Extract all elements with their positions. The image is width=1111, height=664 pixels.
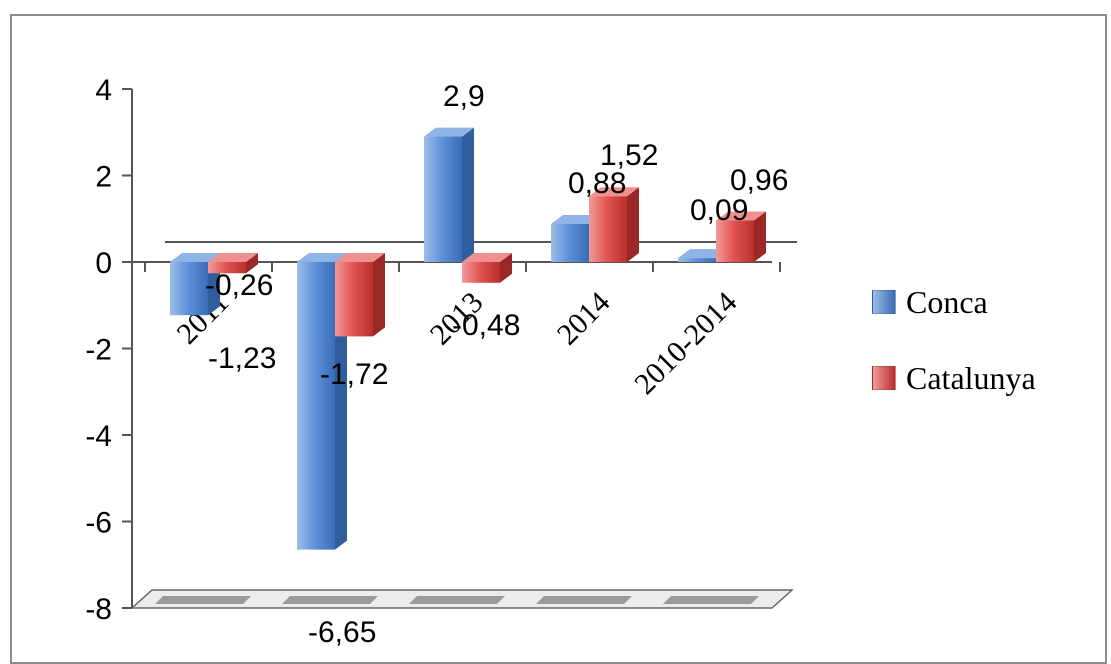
chart-frame xyxy=(10,14,1107,664)
chart-floor xyxy=(130,589,794,609)
bar-conca-2 xyxy=(424,127,474,262)
data-label-conca-1: -6,65 xyxy=(308,616,376,649)
bar-catalunya-1-front xyxy=(335,262,373,337)
bar-catalunya-1-top xyxy=(335,253,385,262)
bars xyxy=(170,127,766,550)
bar-conca-1-front xyxy=(297,262,335,550)
bar-conca-3-top xyxy=(551,214,601,224)
data-label-conca-3: 0,88 xyxy=(568,167,626,200)
data-label-catalunya-4: 0,96 xyxy=(730,164,788,197)
x-tick-label-4: 2010-2014 xyxy=(628,286,743,401)
y-tick-label-0: 4 xyxy=(95,74,112,107)
bar-catalunya-2 xyxy=(462,253,512,283)
y-tick-label-6: -8 xyxy=(85,593,112,626)
bar-catalunya-2-front xyxy=(462,262,500,283)
bar-catalunya-4-top xyxy=(716,211,766,221)
bar-catalunya-3 xyxy=(589,187,639,262)
bar-catalunya-3-front xyxy=(589,196,627,262)
bar-conca-2-top xyxy=(424,127,474,137)
bar-catalunya-0-side xyxy=(246,253,258,274)
bar-catalunya-0 xyxy=(208,253,258,274)
data-label-catalunya-3: 1,52 xyxy=(600,139,658,172)
floor-shadow-1 xyxy=(282,596,378,604)
data-label-conca-0: -1,23 xyxy=(208,342,276,375)
bar-conca-3-front xyxy=(551,223,589,262)
y-tick-label-4: -4 xyxy=(85,420,112,453)
data-label-catalunya-2: -0,48 xyxy=(452,309,520,342)
bar-catalunya-0-top xyxy=(208,253,258,262)
legend-swatch-conca xyxy=(872,290,896,314)
legend: Conca Catalunya xyxy=(872,282,1036,434)
bar-catalunya-3-top xyxy=(589,187,639,197)
legend-swatch-catalunya xyxy=(872,366,896,390)
y-tick-label-3: -2 xyxy=(85,334,112,367)
floor-shadow-3 xyxy=(536,596,632,604)
legend-item-catalunya: Catalunya xyxy=(872,358,1036,398)
bar-conca-0-front xyxy=(170,262,208,316)
floor-shadow-4 xyxy=(663,596,759,604)
floor-shadow-2 xyxy=(409,596,505,604)
bar-catalunya-1-side xyxy=(373,253,385,337)
bar-conca-2-side xyxy=(462,127,474,262)
bar-conca-0-top xyxy=(170,253,220,262)
data-label-conca-4: 0,09 xyxy=(690,194,748,227)
data-labels: -1,23 -0,26 -6,65 -1,72 2,9 -0,48 0,881,52 0,09… xyxy=(205,80,788,649)
y-tick-label-1: 2 xyxy=(95,161,112,194)
bar-conca-1-top xyxy=(297,253,347,262)
bar-conca-4-top xyxy=(678,249,728,259)
bar-catalunya-2-top xyxy=(462,253,512,262)
bar-catalunya-4-front xyxy=(716,220,754,262)
bar-catalunya-1 xyxy=(335,253,385,337)
y-tick-label-5: -6 xyxy=(85,507,112,540)
bar-conca-4-front xyxy=(678,258,716,262)
legend-label-conca: Conca xyxy=(906,283,988,320)
data-label-catalunya-0: -0,26 xyxy=(205,269,273,302)
bar-catalunya-4-side xyxy=(754,211,766,262)
bar-catalunya-3-side xyxy=(627,187,639,262)
data-label-catalunya-1: -1,72 xyxy=(320,358,388,391)
legend-item-conca: Conca xyxy=(872,282,1036,322)
x-tick-label-3: 2014 xyxy=(551,286,617,352)
bar-catalunya-4 xyxy=(716,211,766,262)
bar-catalunya-0-front xyxy=(208,262,246,274)
floor-shadow-0 xyxy=(155,596,251,604)
data-label-conca-2: 2,9 xyxy=(443,80,485,113)
y-tick-label-2: 0 xyxy=(95,247,112,280)
bar-conca-2-front xyxy=(424,136,462,262)
legend-label-catalunya: Catalunya xyxy=(906,359,1036,396)
bar-catalunya-2-side xyxy=(500,253,512,283)
